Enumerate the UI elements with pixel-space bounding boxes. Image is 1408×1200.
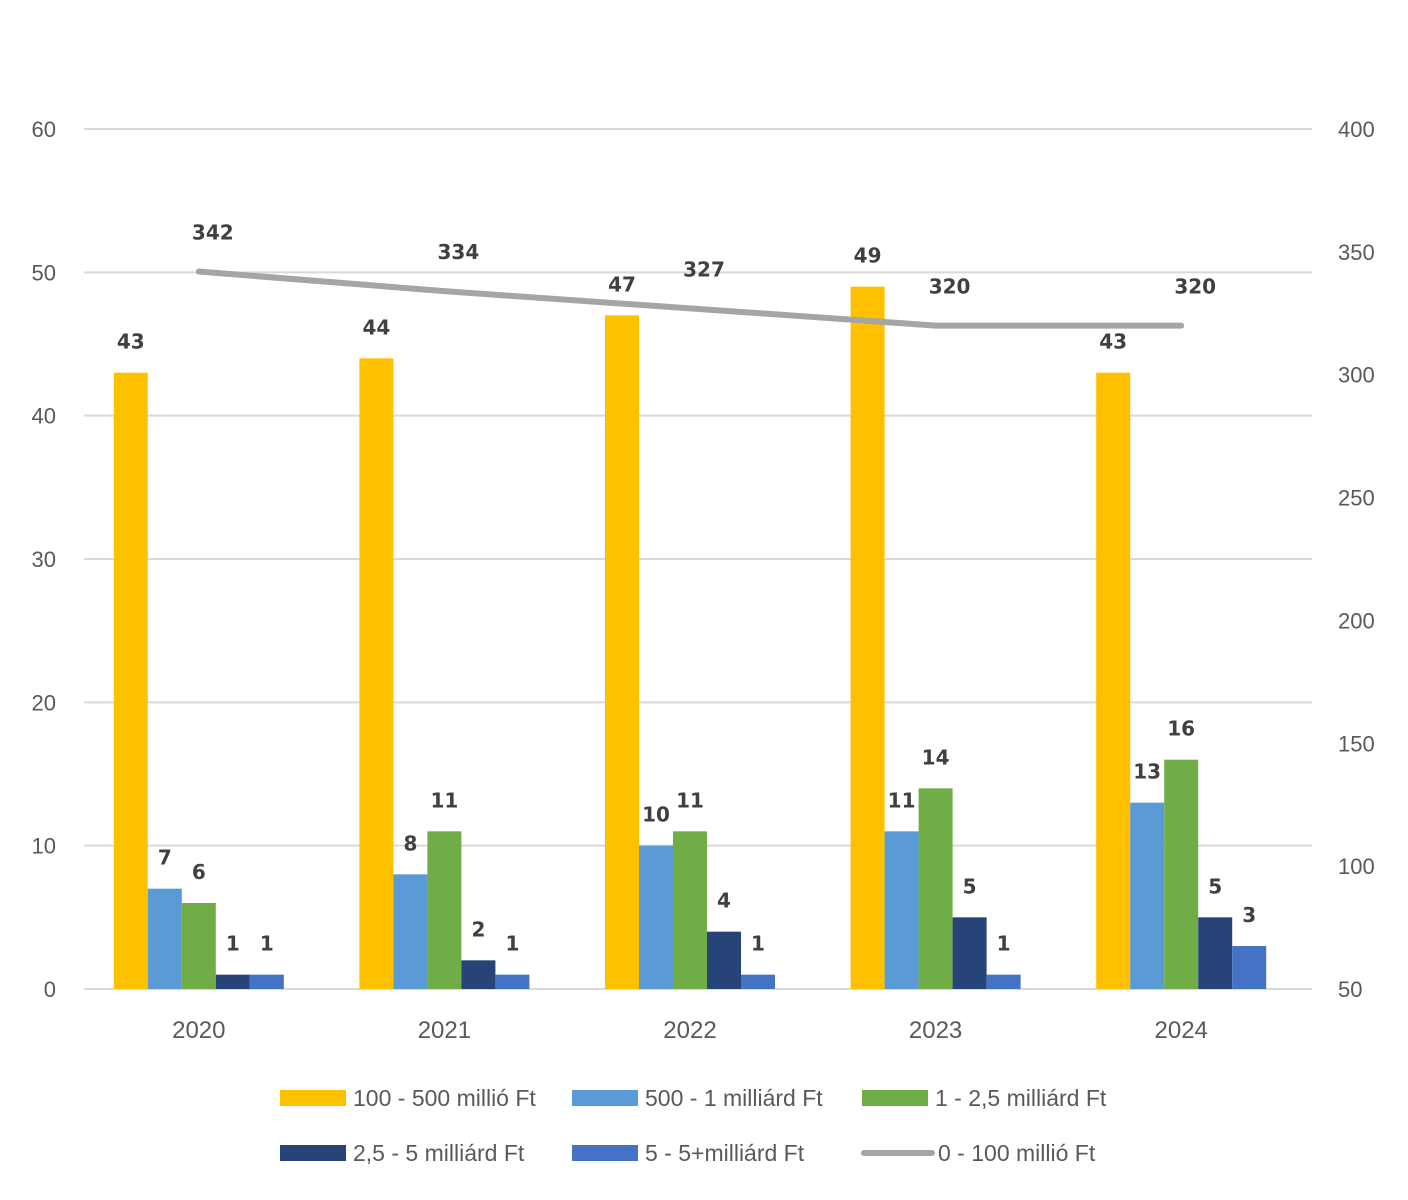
bar-series [113,286,1267,990]
line-data-label: 334 [438,240,480,264]
bar [1232,946,1267,989]
x-tick-label: 2022 [663,1017,716,1044]
legend-swatch [572,1145,638,1161]
y-tick-label: 40 [32,404,56,429]
bar [495,974,530,989]
data-label: 43 [1099,330,1127,354]
y-tick-label: 60 [32,117,56,142]
bar [393,874,428,989]
data-label: 11 [676,788,704,812]
bar [639,845,673,989]
bar [1164,759,1199,989]
data-label: 1 [226,932,240,956]
line-series [195,268,1185,329]
bar [884,831,919,989]
y-tick-label: 20 [32,690,56,715]
y-axis-right: 50 100 150 200 250 300 350 400 [1338,117,1375,1002]
bar [427,831,462,989]
line-0-100-millio [195,268,1185,329]
data-label: 1 [260,932,274,956]
y2-tick-label: 350 [1338,240,1375,265]
line-data-label: 320 [1174,275,1216,299]
legend-label: 5 - 5+milliárd Ft [645,1140,805,1166]
bar [249,974,284,989]
bar [1096,372,1131,990]
data-label: 6 [192,860,206,884]
x-axis: 2020 2021 2022 2023 2024 [172,1017,1208,1044]
bar [215,974,250,989]
data-label: 43 [117,330,145,354]
x-tick-label: 2020 [172,1017,225,1044]
data-label: 49 [854,244,882,268]
data-label: 10 [642,803,670,827]
legend-label: 1 - 2,5 milliárd Ft [935,1085,1107,1111]
bar [113,372,148,990]
data-label: 2 [471,917,485,941]
y2-tick-label: 200 [1338,608,1375,633]
data-label: 13 [1133,760,1161,784]
bar [359,358,394,989]
bar [850,286,885,990]
bar [181,903,216,989]
data-label: 4 [717,889,731,913]
y2-tick-label: 150 [1338,731,1375,756]
legend-swatch [280,1090,346,1106]
data-label: 1 [505,932,519,956]
bar [741,974,775,989]
data-label: 1 [997,932,1011,956]
y2-tick-label: 100 [1338,854,1375,879]
data-label: 11 [888,788,916,812]
legend-swatch [280,1145,346,1161]
y2-tick-label: 400 [1338,117,1375,142]
y-tick-label: 0 [44,977,56,1002]
data-label: 5 [1208,874,1222,898]
legend-swatch [862,1090,928,1106]
data-label: 47 [608,272,636,296]
gridlines [84,128,1312,990]
legend-label: 2,5 - 5 milliárd Ft [353,1140,525,1166]
data-label: 1 [751,932,765,956]
data-label: 16 [1167,717,1195,741]
bar [918,788,953,989]
bar [605,315,639,989]
bar [1198,917,1233,989]
legend-label: 0 - 100 millió Ft [938,1140,1096,1166]
data-label: 44 [362,315,390,339]
x-tick-label: 2024 [1155,1017,1208,1044]
bar [1130,802,1165,989]
y2-tick-label: 50 [1338,977,1362,1002]
legend-label: 500 - 1 milliárd Ft [645,1085,823,1111]
line-data-label: 327 [683,257,725,281]
bar [673,831,707,989]
line-data-label: 320 [929,275,971,299]
legend-swatch [572,1090,638,1106]
line-data-label: 342 [192,221,234,245]
bar [147,888,182,989]
y2-tick-label: 250 [1338,486,1375,511]
x-tick-label: 2021 [418,1017,471,1044]
bar [952,917,987,989]
data-label: 8 [403,831,417,855]
y-axis-left: 0 10 20 30 40 50 60 [32,117,56,1002]
data-label: 14 [922,745,950,769]
y2-tick-label: 300 [1338,363,1375,388]
bar [986,974,1021,989]
legend: 100 - 500 millió Ft 500 - 1 milliárd Ft 1 … [280,1085,1107,1166]
y-tick-label: 30 [32,547,56,572]
bar [707,931,741,989]
legend-label: 100 - 500 millió Ft [353,1085,536,1111]
y-tick-label: 10 [32,834,56,859]
bar [461,960,496,989]
y-tick-label: 50 [32,260,56,285]
data-label: 11 [430,788,458,812]
x-tick-label: 2023 [909,1017,962,1044]
data-label: 5 [963,874,977,898]
data-label: 7 [158,846,172,870]
data-label: 3 [1242,903,1256,927]
